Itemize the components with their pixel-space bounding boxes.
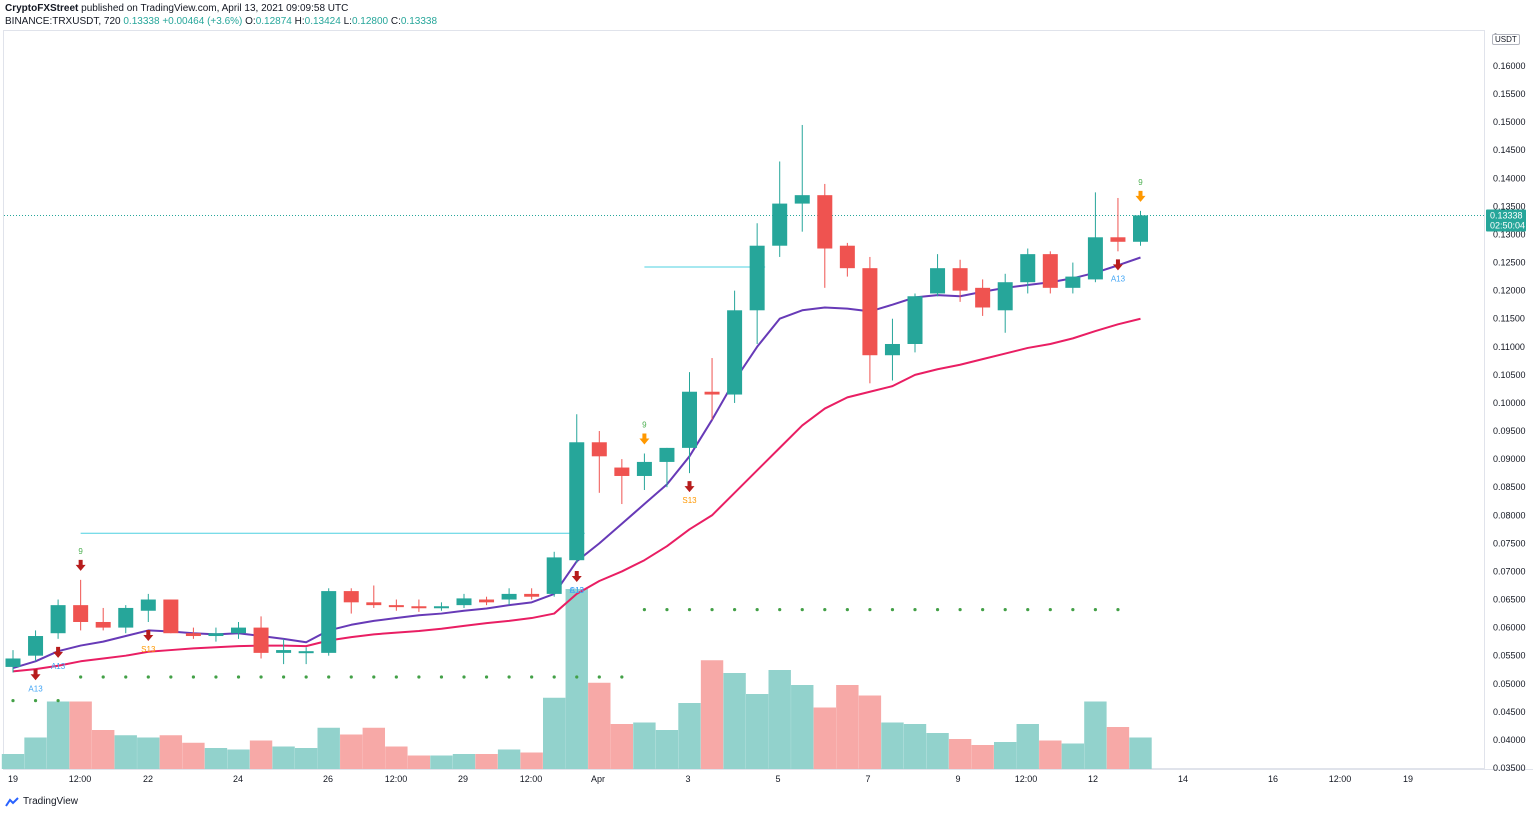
brand-label: TradingView bbox=[23, 796, 79, 807]
last-price: 0.13338 bbox=[123, 16, 160, 27]
high-label: H: bbox=[294, 16, 305, 27]
low-value: 0.12800 bbox=[351, 16, 389, 27]
low-label: L: bbox=[343, 16, 352, 27]
close-value: 0.13338 bbox=[400, 16, 438, 27]
price-change: +0.00464 (+3.6%) bbox=[162, 16, 243, 27]
symbol-legend: BINANCE:TRXUSDT, 720 0.13338 +0.00464 (+… bbox=[5, 16, 437, 27]
footer-brand[interactable]: TradingView bbox=[5, 796, 78, 807]
open-value: 0.12874 bbox=[255, 16, 292, 27]
close-label: C: bbox=[390, 16, 401, 27]
tradingview-logo-icon bbox=[5, 796, 19, 807]
price-scale[interactable] bbox=[1484, 30, 1533, 769]
chart-pane[interactable] bbox=[3, 30, 1485, 769]
high-value: 0.13424 bbox=[304, 16, 341, 27]
published-text: published on TradingView.com, April 13, … bbox=[81, 3, 349, 14]
currency-badge[interactable]: USDT bbox=[1492, 34, 1520, 45]
open-label: O: bbox=[245, 16, 256, 27]
time-scale[interactable] bbox=[3, 769, 1533, 789]
symbol-label: BINANCE:TRXUSDT, 720 bbox=[5, 16, 121, 27]
publish-info: CryptoFXStreet published on TradingView.… bbox=[5, 3, 348, 14]
publisher-name[interactable]: CryptoFXStreet bbox=[5, 3, 79, 14]
